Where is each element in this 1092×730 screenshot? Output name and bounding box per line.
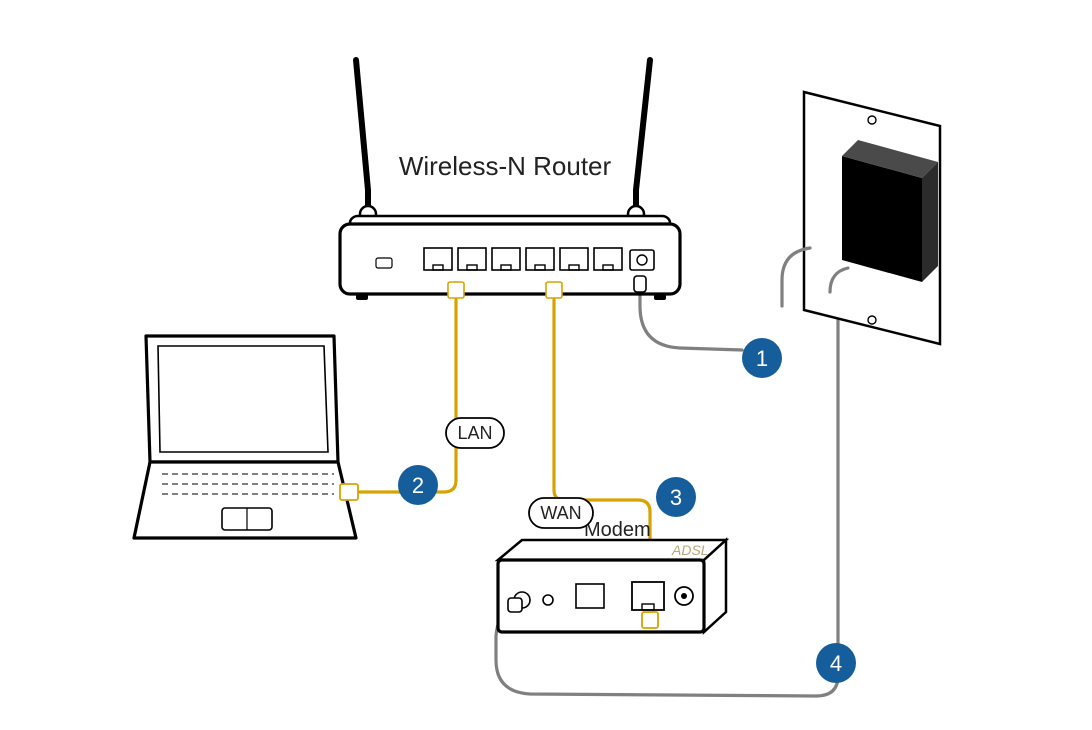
dc-plug-icon — [508, 598, 522, 612]
step-badge-4: 4 — [816, 643, 856, 683]
svg-text:2: 2 — [412, 473, 424, 498]
laptop — [134, 336, 358, 538]
laptop-deck — [134, 462, 356, 538]
rj45-plug-icon — [340, 484, 358, 500]
step-badge-3: 3 — [656, 477, 696, 517]
wan-pill-label: WAN — [529, 498, 593, 528]
svg-text:4: 4 — [830, 651, 842, 676]
rj45-plug-icon — [642, 612, 658, 628]
lan-pill-label: LAN — [446, 418, 504, 448]
router-foot — [654, 294, 666, 300]
power-adapter-body — [842, 156, 922, 282]
adsl-label: ADSL — [671, 542, 709, 558]
dc-plug-icon — [634, 276, 646, 292]
laptop-screen — [146, 336, 338, 462]
step-badge-1: 1 — [742, 338, 782, 378]
network-setup-diagram: Wireless-N Router ADSL Modem LAN WAN 1 2 3 4 — [0, 0, 1092, 730]
power-adapter-side — [922, 162, 938, 282]
svg-text:LAN: LAN — [457, 423, 492, 443]
router-body — [340, 224, 680, 294]
router-title: Wireless-N Router — [399, 151, 612, 181]
wall-outlet — [782, 92, 940, 344]
svg-text:1: 1 — [756, 346, 768, 371]
svg-text:3: 3 — [670, 485, 682, 510]
modem-title: Modem — [584, 519, 651, 541]
svg-text:WAN: WAN — [540, 503, 581, 523]
modem: ADSL — [498, 540, 726, 632]
step-badge-2: 2 — [398, 465, 438, 505]
router-foot — [356, 294, 368, 300]
